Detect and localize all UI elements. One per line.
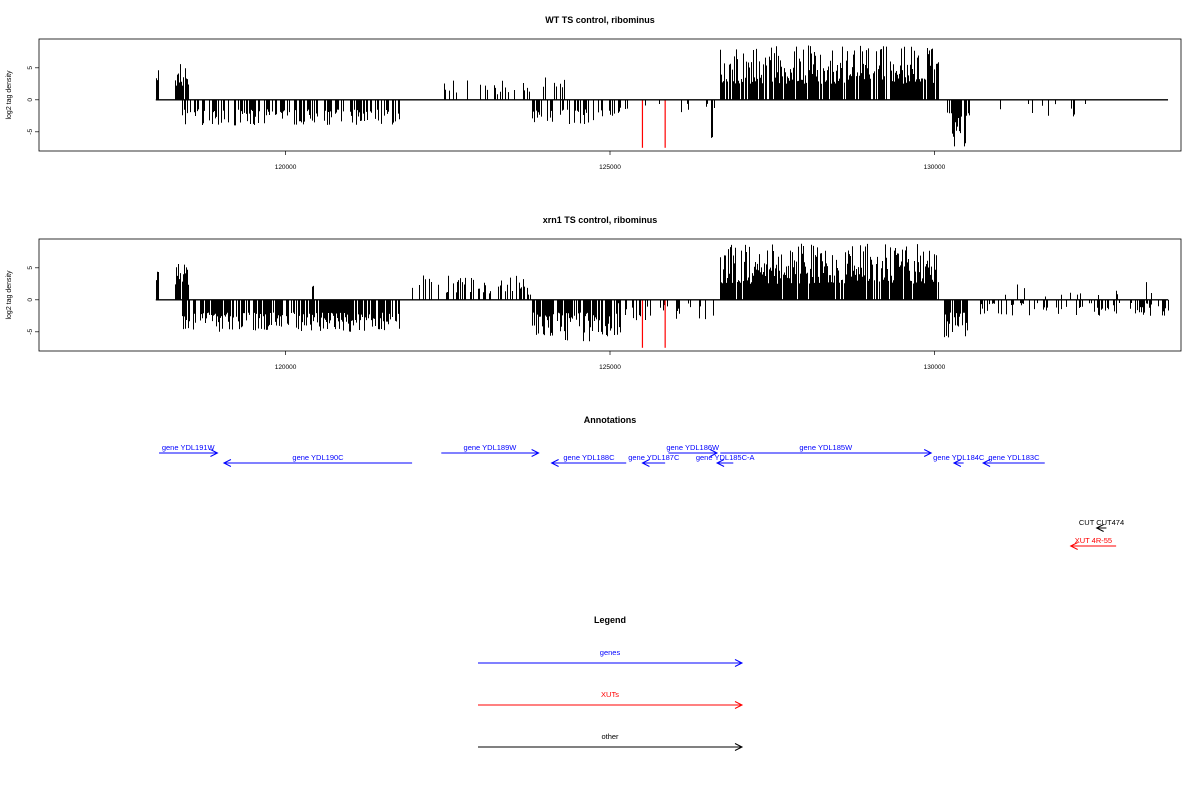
- track-title-wt: WT TS control, ribominus: [545, 15, 655, 25]
- feature-gene: gene YDL188C: [550, 453, 627, 467]
- plot-frame-wt: [38, 38, 1182, 152]
- x-tick-label: 130000: [924, 364, 946, 371]
- bar-series-wt: [155, 45, 1169, 148]
- x-tick-label: 120000: [275, 364, 297, 371]
- x-tick-label: 120000: [275, 164, 297, 171]
- feature-gene: gene YDL189W: [441, 443, 540, 457]
- feature-arrowhead: [641, 459, 650, 467]
- legend: genes XUTs other: [478, 648, 744, 751]
- annotations-title: Annotations: [584, 415, 637, 425]
- x-tick-label: 125000: [599, 164, 621, 171]
- feature-label: gene YDL188C: [563, 453, 615, 462]
- feature-gene: gene YDL185W: [720, 443, 933, 457]
- y-tick-label: 5: [27, 66, 34, 70]
- legend-label: other: [601, 732, 619, 741]
- feature-arrowhead: [715, 459, 725, 467]
- feature-gene: gene YDL187C: [628, 453, 680, 467]
- feature-gene: gene YDL186W: [666, 443, 720, 457]
- feature-arrowhead: [1095, 524, 1104, 532]
- feature-gene: gene YDL185C-A: [696, 453, 755, 467]
- feature-label: XUT 4R-55: [1075, 536, 1112, 545]
- y-axis-label-xrn1: log2 tag density: [6, 270, 13, 320]
- feature-label: gene YDL186W: [666, 443, 720, 452]
- y-tick-label: 0: [27, 98, 34, 102]
- feature-label: gene YDL191W: [162, 443, 216, 452]
- feature-label: gene YDL187C: [628, 453, 680, 462]
- annotation-features: gene YDL191W gene YDL190C gene YDL189W gene…: [159, 443, 1124, 550]
- feature-arrowhead: [1069, 542, 1078, 550]
- y-axis-wt: -5 0 5: [27, 66, 39, 135]
- feature-label: gene YDL183C: [988, 453, 1040, 462]
- bar-series-xrn1: [155, 243, 1169, 348]
- x-axis-xrn1: 120000 125000 130000: [275, 351, 946, 371]
- feature-label: gene YDL184C: [933, 453, 985, 462]
- feature-gene: gene YDL184C: [933, 453, 985, 467]
- y-tick-label: 0: [27, 298, 34, 302]
- track-panel-xrn1: xrn1 TS control, ribominus log2 tag dens…: [6, 215, 1182, 371]
- legend-item-xut: XUTs: [478, 690, 744, 709]
- feature-other: CUT CUT474: [1079, 518, 1124, 532]
- plot-frame-xrn1: [38, 238, 1182, 352]
- y-tick-label: -5: [27, 329, 34, 335]
- feature-arrowhead: [709, 449, 719, 457]
- y-axis-label-wt: log2 tag density: [6, 70, 13, 120]
- feature-label: gene YDL189W: [464, 443, 518, 452]
- feature-label: CUT CUT474: [1079, 518, 1124, 527]
- legend-item-gene: genes: [478, 648, 744, 667]
- feature-arrowhead: [981, 459, 991, 467]
- y-tick-label: -5: [27, 129, 34, 135]
- feature-label: gene YDL185W: [799, 443, 853, 452]
- feature-arrowhead: [952, 459, 962, 467]
- feature-arrowhead: [222, 459, 232, 467]
- feature-gene: gene YDL190C: [222, 453, 413, 467]
- feature-arrowhead: [210, 449, 219, 457]
- track-title-xrn1: xrn1 TS control, ribominus: [543, 215, 658, 225]
- feature-label: gene YDL190C: [292, 453, 344, 462]
- feature-arrowhead: [734, 659, 744, 667]
- feature-arrowhead: [923, 449, 933, 457]
- legend-title: Legend: [594, 615, 626, 625]
- x-tick-label: 125000: [599, 364, 621, 371]
- legend-item-other: other: [478, 732, 744, 751]
- x-axis-wt: 120000 125000 130000: [275, 151, 946, 171]
- y-tick-label: 5: [27, 266, 34, 270]
- y-axis-xrn1: -5 0 5: [27, 266, 39, 335]
- x-tick-label: 130000: [924, 164, 946, 171]
- feature-gene: gene YDL191W: [159, 443, 219, 457]
- feature-label: gene YDL185C-A: [696, 453, 755, 462]
- legend-label: genes: [600, 648, 621, 657]
- feature-arrowhead: [734, 743, 744, 751]
- feature-arrowhead: [734, 701, 744, 709]
- feature-arrowhead: [531, 449, 540, 457]
- feature-xut: XUT 4R-55: [1069, 536, 1117, 550]
- feature-arrowhead: [550, 459, 559, 467]
- feature-gene: gene YDL183C: [981, 453, 1045, 467]
- legend-label: XUTs: [601, 690, 619, 699]
- track-panel-wt: WT TS control, ribominus log2 tag densit…: [6, 15, 1182, 171]
